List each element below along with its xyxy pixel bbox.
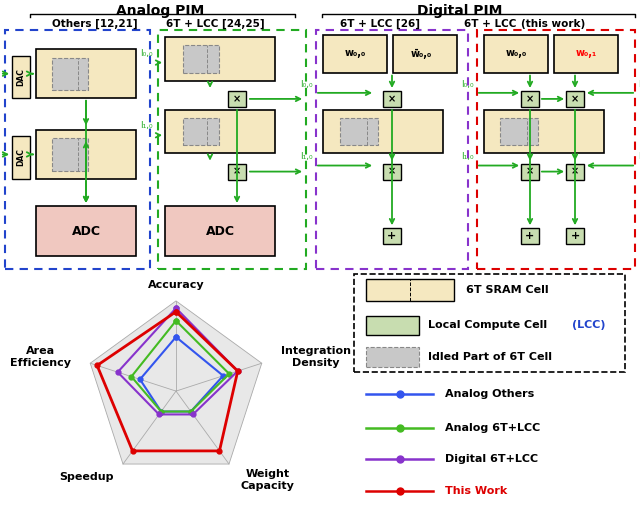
Bar — [484, 35, 548, 73]
Text: ×: × — [526, 167, 534, 177]
Bar — [183, 46, 219, 73]
Text: Idled Part of 6T Cell: Idled Part of 6T Cell — [428, 352, 552, 362]
Text: ×: × — [388, 167, 396, 177]
Bar — [183, 118, 219, 146]
Text: Integration
Density: Integration Density — [280, 347, 351, 368]
Bar — [158, 30, 306, 269]
Bar — [365, 279, 454, 301]
Text: This Work: This Work — [445, 486, 508, 496]
Bar — [566, 164, 584, 180]
Bar — [365, 315, 419, 335]
Text: I₀,₁: I₀,₁ — [638, 80, 640, 89]
Bar — [521, 228, 539, 244]
Text: Area
Efficiency: Area Efficiency — [10, 347, 72, 368]
Text: Speedup: Speedup — [59, 472, 113, 482]
Bar — [554, 35, 618, 73]
Bar — [323, 35, 387, 73]
Text: ×: × — [233, 167, 241, 177]
Text: w₀,₁: w₀,₁ — [575, 49, 596, 59]
Text: Others [12,21]: Others [12,21] — [52, 19, 138, 30]
Text: I₁,₀: I₁,₀ — [300, 152, 313, 162]
Text: I₀,₀: I₀,₀ — [140, 49, 153, 57]
Text: +: + — [525, 231, 534, 241]
Polygon shape — [119, 331, 233, 440]
Text: Analog 6T+LCC: Analog 6T+LCC — [445, 423, 540, 433]
Polygon shape — [166, 381, 186, 399]
Bar — [484, 110, 604, 153]
Bar — [323, 110, 443, 153]
Text: Weight
Capacity: Weight Capacity — [241, 469, 294, 491]
Polygon shape — [138, 351, 214, 424]
Polygon shape — [109, 321, 243, 448]
Text: I₀,₀: I₀,₀ — [300, 80, 313, 89]
Text: ×: × — [526, 94, 534, 104]
Text: Local Compute Cell: Local Compute Cell — [428, 320, 550, 330]
Text: 6T SRAM Cell: 6T SRAM Cell — [466, 285, 548, 295]
Text: Analog PIM: Analog PIM — [116, 4, 204, 18]
Polygon shape — [90, 301, 262, 464]
Text: w̄₀,₀: w̄₀,₀ — [410, 49, 431, 59]
Bar — [383, 228, 401, 244]
Bar — [36, 206, 136, 256]
Text: ×: × — [571, 167, 579, 177]
Bar — [566, 91, 584, 107]
Polygon shape — [157, 371, 195, 407]
Text: ADC: ADC — [205, 225, 234, 238]
Polygon shape — [129, 341, 223, 431]
Text: ×: × — [571, 94, 579, 104]
Text: I₁,₁: I₁,₁ — [638, 152, 640, 162]
Bar — [165, 110, 275, 153]
Bar — [383, 164, 401, 180]
Text: Digital 6T+LCC: Digital 6T+LCC — [445, 454, 538, 464]
Bar — [340, 118, 378, 146]
Bar — [228, 91, 246, 107]
Bar — [12, 136, 30, 179]
Bar — [365, 347, 419, 367]
Text: 6T + LCC [24,25]: 6T + LCC [24,25] — [166, 19, 264, 30]
Text: Analog Others: Analog Others — [445, 388, 534, 398]
Bar — [354, 274, 625, 371]
Bar — [52, 57, 88, 90]
Bar — [500, 118, 538, 146]
Text: I₀,₀: I₀,₀ — [461, 80, 474, 89]
Text: +: + — [570, 231, 580, 241]
Text: I₁,₀: I₁,₀ — [461, 152, 474, 162]
Bar — [316, 30, 468, 269]
Text: I₁,₀: I₁,₀ — [140, 121, 153, 130]
Bar — [52, 138, 88, 170]
Text: ×: × — [233, 94, 241, 104]
Bar — [165, 37, 275, 81]
Text: DAC: DAC — [17, 68, 26, 85]
Text: ADC: ADC — [72, 225, 100, 238]
Bar — [521, 164, 539, 180]
Bar — [165, 206, 275, 256]
Bar — [477, 30, 635, 269]
Bar — [12, 55, 30, 98]
Bar — [5, 30, 150, 269]
Polygon shape — [100, 311, 252, 456]
Text: Accuracy: Accuracy — [148, 280, 204, 290]
Text: (this work): (this work) — [521, 19, 585, 29]
Bar — [36, 49, 136, 98]
Text: ×: × — [388, 94, 396, 104]
Polygon shape — [147, 361, 205, 415]
Text: w₀,₀: w₀,₀ — [506, 49, 527, 59]
Bar — [36, 130, 136, 179]
Text: (LCC): (LCC) — [572, 320, 605, 330]
Bar — [566, 228, 584, 244]
Bar — [393, 35, 457, 73]
Text: DAC: DAC — [17, 149, 26, 166]
Text: Digital PIM: Digital PIM — [417, 4, 502, 18]
Bar — [521, 91, 539, 107]
Bar — [228, 164, 246, 180]
Text: 6T + LCC: 6T + LCC — [464, 19, 520, 29]
Text: w₀,₀: w₀,₀ — [344, 49, 365, 59]
Text: 6T + LCC [26]: 6T + LCC [26] — [340, 19, 420, 30]
Bar — [383, 91, 401, 107]
Text: +: + — [387, 231, 397, 241]
